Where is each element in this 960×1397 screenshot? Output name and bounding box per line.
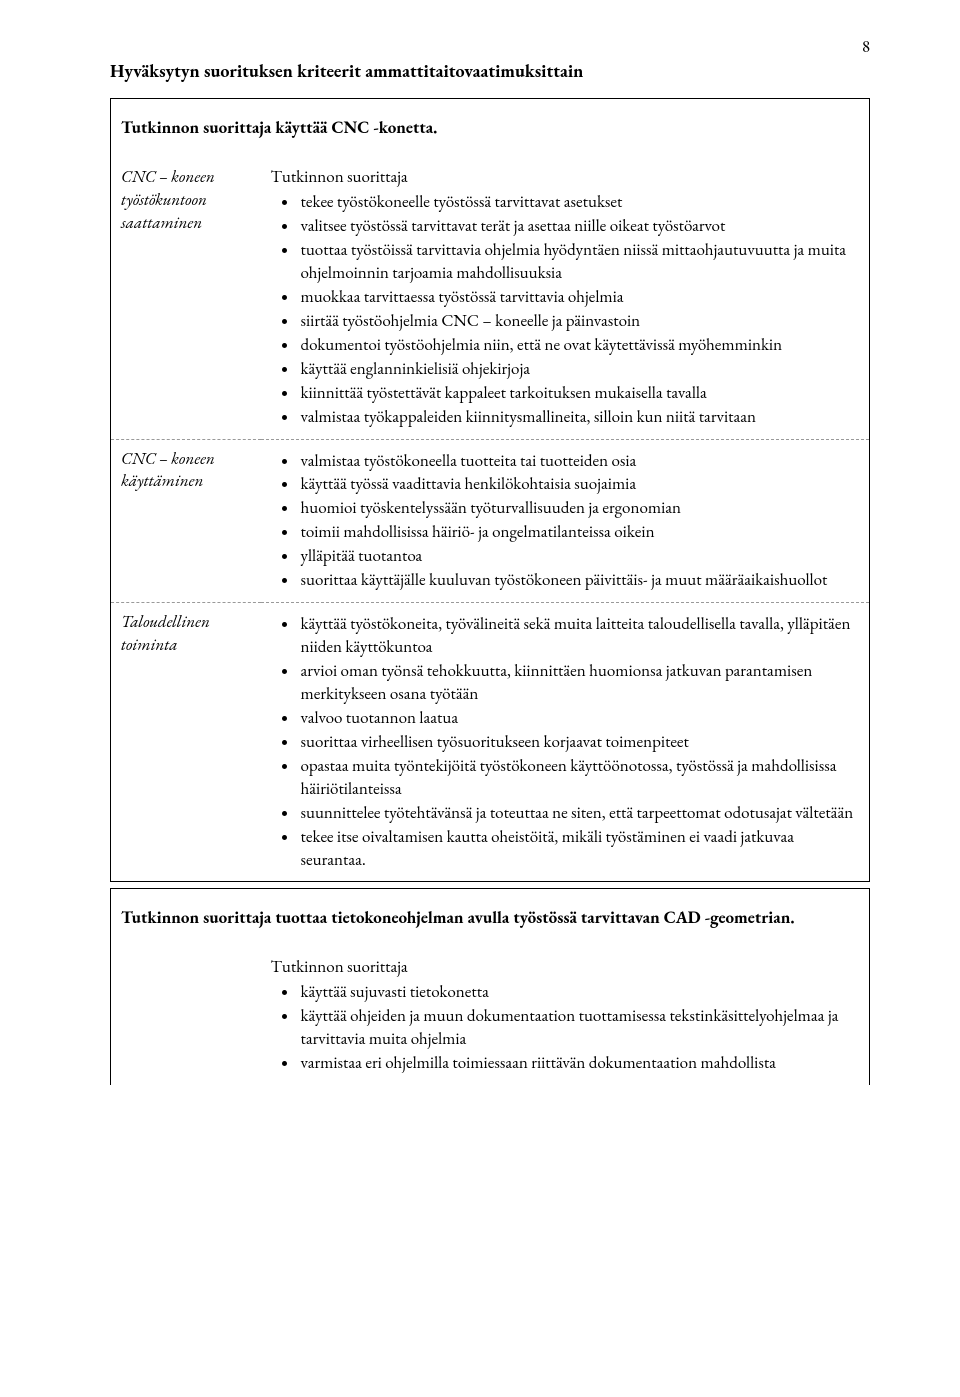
- section-heading: Hyväksytyn suorituksen kriteerit ammatti…: [110, 60, 870, 84]
- section2-title: Tutkinnon suorittaja tuottaa tietokoneoh…: [121, 907, 859, 930]
- section1-title: Tutkinnon suorittaja käyttää CNC -konett…: [121, 117, 859, 140]
- list-item: suorittaa käyttäjälle kuuluvan työstökon…: [299, 569, 860, 592]
- bullet-list: tekee työstökoneelle työstössä tarvittav…: [299, 191, 860, 428]
- list-item: suunnittelee työtehtävänsä ja toteuttaa …: [299, 802, 860, 825]
- list-item: opastaa muita työntekijöitä työstökoneen…: [299, 755, 860, 801]
- row-content: valmistaa työstökoneella tuotteita tai t…: [261, 439, 870, 603]
- list-item: valmistaa työkappaleiden kiinnitysmallin…: [299, 406, 860, 429]
- row-label-empty: [111, 948, 261, 1085]
- bullet-list: valmistaa työstökoneella tuotteita tai t…: [299, 450, 860, 593]
- section2-title-cell: Tutkinnon suorittaja tuottaa tietokoneoh…: [111, 889, 870, 948]
- page: 8 Hyväksytyn suorituksen kriteerit ammat…: [0, 0, 960, 1397]
- list-item: käyttää työssä vaadittavia henkilökohtai…: [299, 473, 860, 496]
- list-item: huomioi työskentelyssään työturvallisuud…: [299, 497, 860, 520]
- intro-line: Tutkinnon suorittaja: [271, 956, 860, 979]
- list-item: siirtää työstöohjelmia CNC – koneelle ja…: [299, 310, 860, 333]
- list-item: tekee itse oivaltamisen kautta oheistöit…: [299, 826, 860, 872]
- list-item: valvoo tuotannon laatua: [299, 707, 860, 730]
- list-item: suorittaa virheellisen työsuoritukseen k…: [299, 731, 860, 754]
- row-label: CNC – koneen käyttäminen: [111, 439, 261, 603]
- list-item: varmistaa eri ohjelmilla toimiessaan rii…: [299, 1052, 860, 1075]
- list-item: tekee työstökoneelle työstössä tarvittav…: [299, 191, 860, 214]
- row-content: käyttää työstökoneita, työvälineitä sekä…: [261, 603, 870, 882]
- list-item: dokumentoi työstöohjelmia niin, että ne …: [299, 334, 860, 357]
- list-item: käyttää ohjeiden ja muun dokumentaation …: [299, 1005, 860, 1051]
- list-item: käyttää työstökoneita, työvälineitä sekä…: [299, 613, 860, 659]
- list-item: kiinnittää työstettävät kappaleet tarkoi…: [299, 382, 860, 405]
- list-item: tuottaa työstöissä tarvittavia ohjelmia …: [299, 239, 860, 285]
- row-content: Tutkinnon suorittaja tekee työstökoneell…: [261, 158, 870, 439]
- list-item: ylläpitää tuotantoa: [299, 545, 860, 568]
- list-item: arvioi oman työnsä tehokkuutta, kiinnitt…: [299, 660, 860, 706]
- bullet-list: käyttää työstökoneita, työvälineitä sekä…: [299, 613, 860, 871]
- row-content: Tutkinnon suorittaja käyttää sujuvasti t…: [261, 948, 870, 1085]
- page-number: 8: [862, 36, 870, 59]
- list-item: toimii mahdollisissa häiriö- ja ongelmat…: [299, 521, 860, 544]
- criteria-table: Tutkinnon suorittaja käyttää CNC -konett…: [110, 98, 870, 1085]
- list-item: muokkaa tarvittaessa työstössä tarvittav…: [299, 286, 860, 309]
- bullet-list: käyttää sujuvasti tietokonetta käyttää o…: [299, 981, 860, 1075]
- row-label: CNC – koneen työstökuntoon saattaminen: [111, 158, 261, 439]
- list-item: käyttää englanninkielisiä ohjekirjoja: [299, 358, 860, 381]
- section1-title-cell: Tutkinnon suorittaja käyttää CNC -konett…: [111, 99, 870, 158]
- list-item: valmistaa työstökoneella tuotteita tai t…: [299, 450, 860, 473]
- list-item: valitsee työstössä tarvittavat terät ja …: [299, 215, 860, 238]
- intro-line: Tutkinnon suorittaja: [271, 166, 860, 189]
- list-item: käyttää sujuvasti tietokonetta: [299, 981, 860, 1004]
- row-label: Taloudellinen toiminta: [111, 603, 261, 882]
